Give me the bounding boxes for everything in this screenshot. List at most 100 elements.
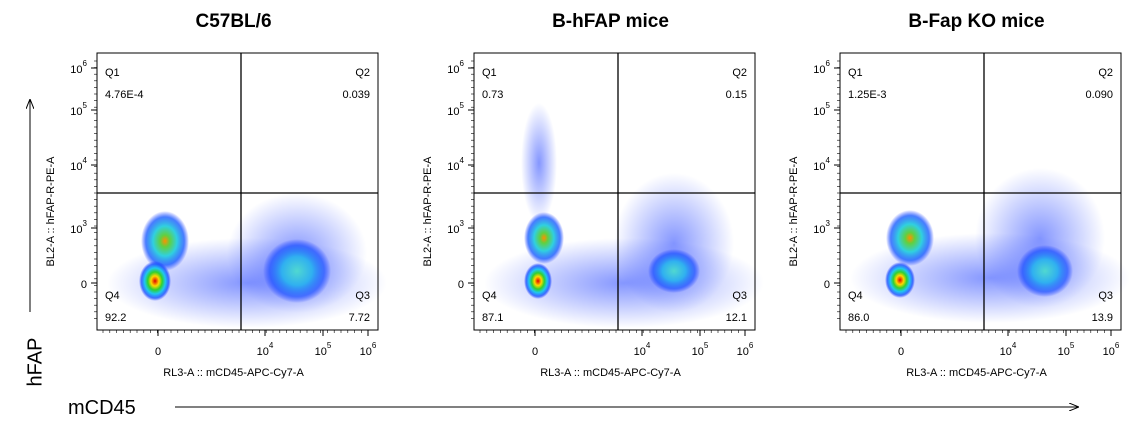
tick-exponent: 6 xyxy=(749,341,754,350)
density-cloud xyxy=(263,239,331,303)
quadrant-percent: 1.25E-3 xyxy=(848,89,887,101)
tick-base: 0 xyxy=(458,279,464,291)
density-cloud xyxy=(139,261,171,301)
x-tick-label: 104 xyxy=(634,341,651,358)
quadrant-percent: 4.76E-4 xyxy=(105,89,144,101)
tick-base: 0 xyxy=(155,346,161,358)
tick-base: 10 xyxy=(1058,346,1070,358)
tick-base: 0 xyxy=(81,279,87,291)
tick-exponent: 5 xyxy=(83,101,88,110)
tick-base: 10 xyxy=(70,106,82,118)
panel: Q14.76E-4Q20.039Q37.72Q492.2106105104103… xyxy=(45,52,387,379)
tick-base: 10 xyxy=(634,346,646,358)
tick-base: 10 xyxy=(257,346,269,358)
tick-base: 10 xyxy=(447,161,459,173)
plot-frame xyxy=(473,52,756,331)
tick-base: 10 xyxy=(360,346,372,358)
panel-title: B-hFAP mice xyxy=(552,11,669,32)
x-tick-label: 0 xyxy=(898,346,904,358)
density-cloud xyxy=(1017,245,1073,297)
y-tick-label: 105 xyxy=(70,101,87,118)
density-cloud xyxy=(524,263,552,299)
x-axis-label: RL3-A :: mCD45-APC-Cy7-A xyxy=(163,367,304,379)
quadrant-name: Q4 xyxy=(105,290,120,302)
quadrant-percent: 0.090 xyxy=(1085,89,1113,101)
y-tick-label: 0 xyxy=(824,279,830,291)
quadrant-percent: 13.9 xyxy=(1092,312,1113,324)
quadrant-name: Q2 xyxy=(1098,67,1113,79)
density-plot xyxy=(107,193,387,328)
x-tick-label: 106 xyxy=(737,341,754,358)
tick-base: 0 xyxy=(532,346,538,358)
x-tick-label: 105 xyxy=(692,341,709,358)
quadrant-name: Q2 xyxy=(355,67,370,79)
density-plot xyxy=(484,103,764,328)
y-axis-label: BL2-A :: hFAP-R-PE-A xyxy=(45,156,57,267)
tick-base: 10 xyxy=(813,106,825,118)
tick-exponent: 5 xyxy=(826,101,831,110)
quadrant-percent: 86.0 xyxy=(848,312,869,324)
density-cloud xyxy=(886,210,934,266)
y-tick-label: 103 xyxy=(70,219,87,236)
tick-base: 10 xyxy=(813,64,825,76)
tick-base: 10 xyxy=(70,64,82,76)
quadrant-percent: 7.72 xyxy=(349,312,370,324)
density-cloud xyxy=(521,103,557,223)
tick-base: 10 xyxy=(447,64,459,76)
y-tick-label: 105 xyxy=(447,101,464,118)
quadrant-percent: 0.039 xyxy=(342,89,370,101)
quadrant-name: Q3 xyxy=(732,290,747,302)
x-axis-label: RL3-A :: mCD45-APC-Cy7-A xyxy=(906,367,1047,379)
tick-base: 10 xyxy=(315,346,327,358)
y-tick-label: 106 xyxy=(447,59,464,76)
panel-title: B-Fap KO mice xyxy=(908,11,1044,32)
x-tick-label: 105 xyxy=(315,341,332,358)
x-tick-label: 104 xyxy=(1000,341,1017,358)
tick-exponent: 3 xyxy=(826,219,831,228)
tick-base: 10 xyxy=(813,224,825,236)
tick-exponent: 4 xyxy=(826,156,831,165)
tick-exponent: 5 xyxy=(1070,341,1075,350)
quadrant-percent: 0.73 xyxy=(482,89,503,101)
tick-exponent: 3 xyxy=(83,219,88,228)
quadrant-name: Q1 xyxy=(105,67,120,79)
tick-base: 10 xyxy=(692,346,704,358)
density-cloud xyxy=(648,249,700,293)
tick-exponent: 5 xyxy=(327,341,332,350)
y-arrow-label: hFAP xyxy=(24,338,46,387)
density-cloud xyxy=(614,173,734,313)
quadrant-percent: 12.1 xyxy=(726,312,747,324)
tick-base: 10 xyxy=(1000,346,1012,358)
quadrant-name: Q3 xyxy=(355,290,370,302)
x-tick-label: 0 xyxy=(532,346,538,358)
quadrant-percent: 92.2 xyxy=(105,312,126,324)
tick-exponent: 6 xyxy=(372,341,377,350)
tick-exponent: 5 xyxy=(704,341,709,350)
tick-exponent: 6 xyxy=(826,59,831,68)
quadrant-name: Q1 xyxy=(848,67,863,79)
x-tick-label: 104 xyxy=(257,341,274,358)
density-plot xyxy=(850,168,1130,323)
quadrant-name: Q3 xyxy=(1098,290,1113,302)
y-axis-label: BL2-A :: hFAP-R-PE-A xyxy=(788,156,800,267)
density-cloud xyxy=(885,262,915,298)
y-tick-label: 106 xyxy=(813,59,830,76)
y-tick-label: 104 xyxy=(447,156,464,173)
y-tick-label: 104 xyxy=(70,156,87,173)
density-cloud xyxy=(524,212,564,264)
tick-base: 10 xyxy=(70,161,82,173)
tick-exponent: 6 xyxy=(460,59,465,68)
plot-frame xyxy=(96,52,379,331)
panel-title: C57BL/6 xyxy=(195,11,271,32)
x-axis-label: RL3-A :: mCD45-APC-Cy7-A xyxy=(540,367,681,379)
y-tick-label: 104 xyxy=(813,156,830,173)
plot-frame xyxy=(839,52,1122,331)
tick-exponent: 3 xyxy=(460,219,465,228)
x-tick-label: 105 xyxy=(1058,341,1075,358)
tick-exponent: 5 xyxy=(460,101,465,110)
tick-base: 10 xyxy=(70,224,82,236)
y-tick-label: 106 xyxy=(70,59,87,76)
quadrant-name: Q4 xyxy=(848,290,863,302)
y-tick-label: 0 xyxy=(81,279,87,291)
